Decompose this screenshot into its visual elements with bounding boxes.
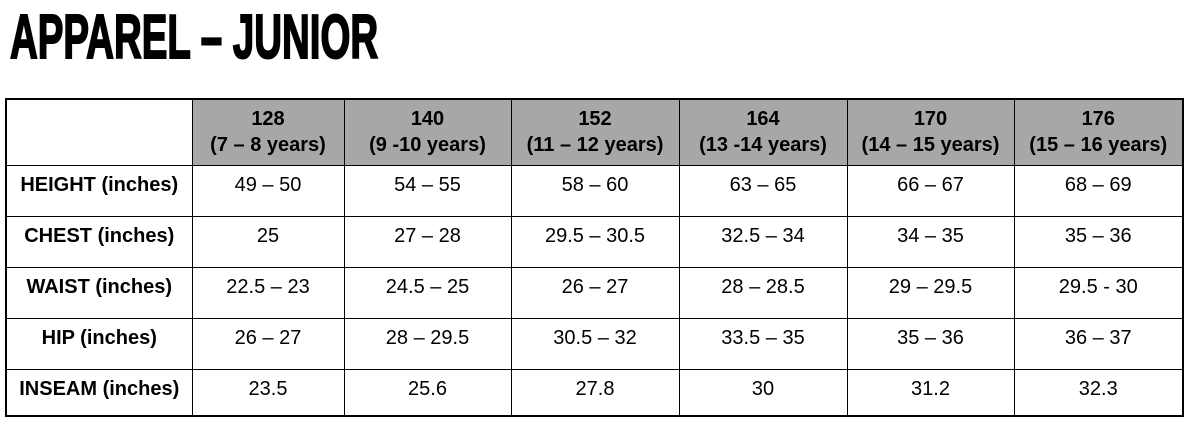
table-cell: 63 – 65 [678, 164, 848, 217]
table-cell: 23.5 [191, 368, 345, 417]
table-cell: 66 – 67 [846, 164, 1015, 217]
size-column-header-140: 140 (9 -10 years) [343, 98, 512, 166]
size-label: 128 [251, 108, 285, 131]
table-cell: 31.2 [846, 368, 1015, 417]
table-cell: 29.5 – 30.5 [510, 215, 680, 268]
row-label-height: HEIGHT (inches) [5, 164, 193, 217]
table-cell: 28 – 29.5 [343, 317, 512, 370]
page-title: APPAREL – JUNIOR [9, 2, 379, 72]
row-label-chest: CHEST (inches) [5, 215, 193, 268]
table-cell: 27 – 28 [343, 215, 512, 268]
table-cell: 25.6 [343, 368, 512, 417]
table-cell: 27.8 [510, 368, 680, 417]
table-row-height: HEIGHT (inches) 49 – 50 54 – 55 58 – 60 … [5, 164, 1184, 217]
table-cell: 68 – 69 [1013, 164, 1184, 217]
table-cell: 32.5 – 34 [678, 215, 848, 268]
table-cell: 28 – 28.5 [678, 266, 848, 319]
table-row-waist: WAIST (inches) 22.5 – 23 24.5 – 25 26 – … [5, 266, 1184, 319]
age-range-label: (13 -14 years) [699, 134, 827, 157]
table-cell: 30.5 – 32 [510, 317, 680, 370]
size-column-header-128: 128 (7 – 8 years) [191, 98, 345, 166]
table-row-hip: HIP (inches) 26 – 27 28 – 29.5 30.5 – 32… [5, 317, 1184, 370]
table-cell: 32.3 [1013, 368, 1184, 417]
table-cell: 22.5 – 23 [191, 266, 345, 319]
size-label: 176 [1081, 108, 1115, 131]
table-cell: 25 [191, 215, 345, 268]
age-range-label: (15 – 16 years) [1029, 134, 1168, 157]
table-header-row: 128 (7 – 8 years) 140 (9 -10 years) 152 … [5, 98, 1184, 166]
size-label: 152 [578, 108, 612, 131]
row-label-hip: HIP (inches) [5, 317, 193, 370]
table-row-chest: CHEST (inches) 25 27 – 28 29.5 – 30.5 32… [5, 215, 1184, 268]
corner-cell [5, 98, 193, 166]
age-range-label: (9 -10 years) [369, 134, 486, 157]
table-cell: 58 – 60 [510, 164, 680, 217]
table-row-inseam: INSEAM (inches) 23.5 25.6 27.8 30 31.2 3… [5, 368, 1184, 417]
size-column-header-152: 152 (11 – 12 years) [510, 98, 680, 166]
row-label-inseam: INSEAM (inches) [5, 368, 193, 417]
table-cell: 24.5 – 25 [343, 266, 512, 319]
table-cell: 49 – 50 [191, 164, 345, 217]
age-range-label: (11 – 12 years) [526, 134, 664, 157]
row-label-waist: WAIST (inches) [5, 266, 193, 319]
size-chart-table: 128 (7 – 8 years) 140 (9 -10 years) 152 … [5, 98, 1184, 418]
table-cell: 33.5 – 35 [678, 317, 848, 370]
table-cell: 36 – 37 [1013, 317, 1184, 370]
size-column-header-176: 176 (15 – 16 years) [1013, 98, 1184, 166]
table-cell: 35 – 36 [846, 317, 1015, 370]
table-cell: 29.5 - 30 [1013, 266, 1184, 319]
table-cell: 35 – 36 [1013, 215, 1184, 268]
age-range-label: (14 – 15 years) [861, 134, 1000, 157]
table-cell: 29 – 29.5 [846, 266, 1015, 319]
size-label: 140 [410, 108, 445, 131]
age-range-label: (7 – 8 years) [210, 134, 326, 157]
table-cell: 34 – 35 [846, 215, 1015, 268]
size-column-header-170: 170 (14 – 15 years) [846, 98, 1015, 166]
table-cell: 26 – 27 [510, 266, 680, 319]
table-cell: 30 [678, 368, 848, 417]
size-label: 170 [913, 108, 948, 131]
size-label: 164 [746, 108, 780, 131]
table-cell: 26 – 27 [191, 317, 345, 370]
table-cell: 54 – 55 [343, 164, 512, 217]
size-column-header-164: 164 (13 -14 years) [678, 98, 848, 166]
